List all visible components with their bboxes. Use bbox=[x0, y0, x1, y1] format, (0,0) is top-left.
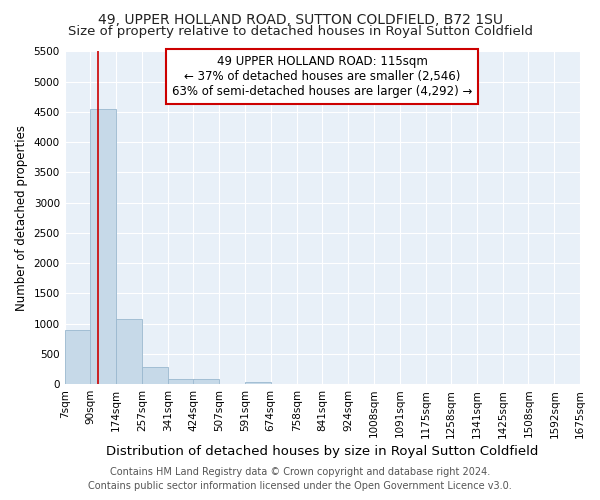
Bar bbox=[245, 382, 271, 384]
Bar bbox=[168, 379, 193, 384]
Bar bbox=[65, 330, 91, 384]
Bar bbox=[193, 379, 219, 384]
Text: 49, UPPER HOLLAND ROAD, SUTTON COLDFIELD, B72 1SU: 49, UPPER HOLLAND ROAD, SUTTON COLDFIELD… bbox=[97, 12, 503, 26]
Text: Contains HM Land Registry data © Crown copyright and database right 2024.
Contai: Contains HM Land Registry data © Crown c… bbox=[88, 467, 512, 491]
Text: Size of property relative to detached houses in Royal Sutton Coldfield: Size of property relative to detached ho… bbox=[67, 25, 533, 38]
Y-axis label: Number of detached properties: Number of detached properties bbox=[15, 124, 28, 310]
Bar bbox=[142, 366, 168, 384]
Bar bbox=[91, 109, 116, 384]
Bar bbox=[116, 319, 142, 384]
Text: 49 UPPER HOLLAND ROAD: 115sqm
← 37% of detached houses are smaller (2,546)
63% o: 49 UPPER HOLLAND ROAD: 115sqm ← 37% of d… bbox=[172, 55, 473, 98]
X-axis label: Distribution of detached houses by size in Royal Sutton Coldfield: Distribution of detached houses by size … bbox=[106, 444, 539, 458]
